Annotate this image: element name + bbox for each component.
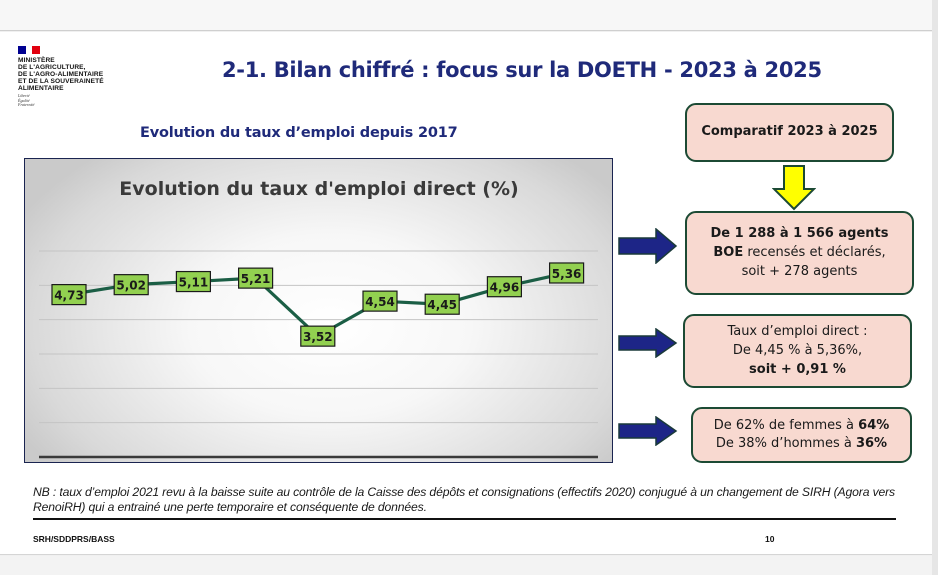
agents-line-1: De 1 288 à 1 566 agents <box>710 226 889 241</box>
data-label-box <box>175 270 211 293</box>
arrow-right-icon <box>618 328 678 358</box>
arrow-down-icon <box>772 165 816 211</box>
ministry-logo: MINISTÈRE DE L'AGRICULTURE, DE L'AGRO-AL… <box>18 46 128 108</box>
data-label-box <box>424 293 460 315</box>
agents-box: De 1 288 à 1 566 agents BOE recensés et … <box>685 211 914 295</box>
taux-line-1: Taux d’emploi direct : <box>727 324 868 339</box>
genre-line-1-text: De 62% de femmes à <box>713 418 859 433</box>
data-label-box <box>486 276 522 298</box>
footnote-divider <box>33 518 896 520</box>
motto-line: Liberté <box>18 93 30 98</box>
chart-frame: Evolution du taux d'emploi direct (%) 4,… <box>24 158 613 463</box>
data-label: 5,21 <box>238 267 274 289</box>
data-label: 5,11 <box>175 270 211 293</box>
data-label: 5,36 <box>548 262 585 284</box>
genre-line-2-text: De 38% d’hommes à <box>715 436 856 451</box>
data-label: 4,45 <box>424 293 460 315</box>
chart-subtitle: Evolution du taux d’emploi depuis 2017 <box>140 125 458 141</box>
logo-line: ALIMENTAIRE <box>18 85 64 92</box>
genre-box: De 62% de femmes à 64% De 38% d’hommes à… <box>691 407 912 463</box>
taux-line-2: De 4,45 % à 5,36%, <box>732 343 863 358</box>
data-label: 4,54 <box>362 290 398 312</box>
data-label-text: 5,02 <box>116 279 146 293</box>
data-label-box <box>113 274 149 296</box>
data-label-text: 4,73 <box>54 289 84 303</box>
data-label-text: 5,11 <box>179 276 209 290</box>
data-label-text: 4,96 <box>490 281 520 295</box>
logo-motto: Liberté Égalité Fraternité <box>18 93 128 108</box>
logo-line: DE L'AGRICULTURE, <box>18 64 86 71</box>
genre-line-1-value: 64% <box>858 418 890 433</box>
genre-line-1: De 62% de femmes à 64% <box>693 417 910 435</box>
comparatif-box: Comparatif 2023 à 2025 <box>685 103 894 162</box>
data-label-text: 4,54 <box>365 295 395 309</box>
taux-box: Taux d’emploi direct : De 4,45 % à 5,36%… <box>683 314 912 388</box>
footer-service: SRH/SDDPRS/BASS <box>33 534 115 544</box>
arrow-right-icon <box>618 416 678 446</box>
logo-line: DE L'AGRO-ALIMENTAIRE <box>18 71 104 78</box>
logo-line: ET DE LA SOUVERAINETÉ <box>18 78 104 85</box>
scrollbar-track[interactable] <box>932 0 938 575</box>
page-number: 10 <box>765 534 775 544</box>
data-label: 3,52 <box>300 325 336 347</box>
data-label: 4,73 <box>51 284 87 306</box>
data-label-text: 5,36 <box>552 267 582 281</box>
data-label-text: 3,52 <box>303 330 333 344</box>
logo-line: MINISTÈRE <box>18 57 55 64</box>
data-label: 5,02 <box>113 274 149 296</box>
agents-line-2-text: recensés et déclarés, <box>743 245 886 260</box>
arrow-right-icon <box>618 228 678 264</box>
taux-line-3: soit + 0,91 % <box>749 362 846 377</box>
genre-line-2-value: 36% <box>855 436 888 451</box>
agents-line-3: soit + 278 agents <box>741 264 858 279</box>
data-labels: 4,73 5,02 5,11 5,21 3,52 4,54 4,45 4,96 5,36 <box>51 262 585 347</box>
chart-title: Evolution du taux d'emploi direct (%) <box>119 178 518 200</box>
data-label: 4,96 <box>486 276 522 298</box>
data-label-text: 4,45 <box>427 298 457 312</box>
data-label-box <box>238 267 274 289</box>
motto-line: Égalité <box>18 97 30 103</box>
page-title: 2-1. Bilan chiffré : focus sur la DOETH … <box>222 58 822 82</box>
logo-text: MINISTÈRE DE L'AGRICULTURE, DE L'AGRO-AL… <box>18 57 128 92</box>
top-bar <box>0 0 932 31</box>
agents-line-2: BOE recensés et déclarés, <box>687 243 912 262</box>
data-label-box <box>362 290 398 312</box>
genre-line-2: De 38% d’hommes à 36% <box>693 435 910 453</box>
bottom-bar <box>0 556 932 575</box>
boe-label: BOE <box>713 245 744 260</box>
motto-line: Fraternité <box>18 102 35 108</box>
footnote: NB : taux d’emploi 2021 revu à la baisse… <box>33 485 895 514</box>
french-flag-icon <box>18 46 40 54</box>
slide: MINISTÈRE DE L'AGRICULTURE, DE L'AGRO-AL… <box>0 32 932 555</box>
data-label-text: 5,21 <box>241 272 271 286</box>
data-label-box <box>300 325 336 347</box>
data-label-box <box>548 262 585 284</box>
line-chart: Evolution du taux d'emploi direct (%) 4,… <box>39 178 598 459</box>
data-label-box <box>51 284 87 306</box>
